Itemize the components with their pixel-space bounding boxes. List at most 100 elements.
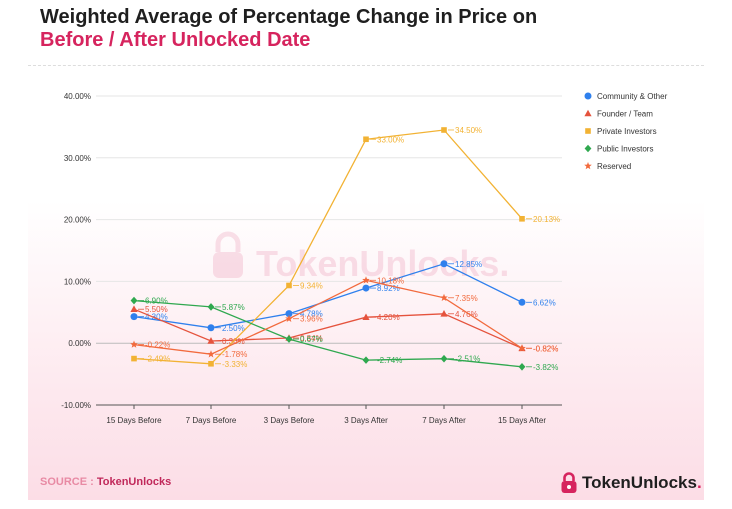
data-label: 33.00%	[377, 135, 404, 144]
data-point	[130, 305, 138, 313]
legend-label: Reserved	[597, 162, 631, 171]
y-tick-label: 0.00%	[68, 339, 91, 348]
legend-item: Founder / Team	[584, 110, 653, 119]
data-label: -0.82%	[533, 344, 558, 353]
data-point	[440, 260, 448, 268]
source-name: TokenUnlocks	[96, 476, 172, 488]
data-label: -3.82%	[533, 363, 558, 372]
data-label: 34.50%	[455, 126, 482, 135]
legend: Community & Other Founder / Team Private I…	[584, 92, 668, 171]
data-label: 7.35%	[455, 294, 478, 303]
data-point	[130, 340, 138, 348]
data-label: 6.90%	[145, 297, 168, 306]
data-label: -2.51%	[455, 355, 480, 364]
data-label: 6.62%	[533, 298, 556, 307]
x-tick-label: 7 Days Before	[186, 416, 237, 425]
x-tick-label: 15 Days Before	[106, 416, 162, 425]
data-point	[286, 282, 292, 289]
data-point	[285, 335, 293, 343]
series-private-investors: -2.49% -3.33% 9.34% 33.00% 34.50% 20.13%	[131, 126, 560, 369]
x-tick-label: 7 Days After	[422, 416, 466, 425]
series-public-investors: 6.90% 5.87% 0.67% -2.74% -2.51% -3.82%	[130, 296, 558, 372]
legend-marker	[584, 162, 592, 170]
data-label: 4.78%	[300, 310, 323, 319]
data-label: 0.84%	[300, 334, 323, 343]
data-point	[518, 298, 526, 306]
data-point	[440, 354, 448, 363]
data-point	[440, 293, 448, 302]
y-tick-label: 40.00%	[64, 92, 91, 101]
source-note: SOURCE : TokenUnlocks	[40, 476, 171, 488]
data-label: -2.74%	[377, 356, 402, 365]
legend-marker	[584, 109, 592, 117]
data-label: -0.82%	[533, 344, 558, 353]
chart-title-line1: Weighted Average of Percentage Change in…	[40, 6, 538, 28]
data-point	[362, 284, 370, 292]
legend-marker	[584, 92, 592, 100]
data-point	[208, 360, 214, 367]
data-label: -3.33%	[222, 360, 247, 369]
data-point	[130, 313, 138, 321]
legend-label: Founder / Team	[597, 110, 653, 119]
data-label: -2.49%	[145, 355, 170, 364]
x-tick-label: 3 Days Before	[264, 416, 315, 425]
data-label: -1.78%	[222, 350, 247, 359]
watermark: TokenUnlocks.	[213, 231, 509, 284]
background-gradient	[28, 200, 704, 500]
logo-wordmark: TokenUnlocks.	[582, 473, 702, 493]
logo-dot: .	[696, 473, 702, 492]
series-line	[133, 129, 523, 365]
data-label: 5.87%	[222, 303, 245, 312]
data-point	[518, 363, 526, 371]
data-point	[362, 356, 370, 364]
data-point	[440, 309, 448, 317]
y-tick-label: 10.00%	[64, 277, 91, 286]
legend-label: Community & Other	[597, 92, 668, 101]
watermark-lock-icon	[213, 231, 243, 278]
legend-label: Public Investors	[597, 145, 653, 154]
logo-text: TokenUnlocks	[582, 473, 697, 492]
watermark-text: TokenUnlocks.	[256, 243, 509, 284]
data-point	[207, 303, 215, 311]
data-label: 4.20%	[377, 313, 400, 322]
data-label: 9.34%	[300, 281, 323, 290]
footer-logo: TokenUnlocks.	[560, 470, 702, 496]
legend-item: Private Investors	[585, 127, 657, 136]
data-label: 8.92%	[377, 284, 400, 293]
series-line	[133, 279, 523, 355]
data-point	[207, 324, 215, 332]
x-tick-label: 3 Days After	[344, 416, 388, 425]
legend-marker	[585, 128, 591, 134]
series-founder-team: 5.50%0.36% 0.84%4.20% 4.76%-0.82%	[130, 305, 558, 353]
header-divider	[28, 65, 704, 66]
legend-label: Private Investors	[597, 127, 657, 136]
legend-item: Community & Other	[584, 92, 668, 101]
x-tick-label: 15 Days After	[498, 416, 546, 425]
data-label: 3.96%	[300, 315, 323, 324]
data-point	[130, 296, 138, 305]
data-label: 4.76%	[455, 310, 478, 319]
data-label: 4.30%	[145, 313, 168, 322]
data-label: 20.13%	[533, 215, 560, 224]
lock-icon	[561, 472, 577, 493]
data-point	[207, 350, 215, 358]
data-label: 0.67%	[300, 335, 323, 344]
series-line	[133, 263, 523, 329]
data-label: 12.85%	[455, 260, 482, 269]
series-reserved: -0.22% -1.78% 3.96% 10.18% 7.35% -0.82%	[130, 276, 558, 359]
chart-title-line2: Before / After Unlocked Date	[40, 29, 311, 51]
legend-item: Public Investors	[584, 145, 653, 154]
data-point	[441, 127, 447, 133]
data-point	[285, 314, 293, 322]
data-point	[362, 276, 370, 284]
data-point	[518, 344, 526, 352]
data-point	[285, 310, 293, 318]
data-label: -0.22%	[145, 341, 170, 350]
legend-item: Reserved	[584, 162, 631, 171]
data-label: 2.50%	[222, 324, 245, 333]
source-label: SOURCE :	[40, 476, 97, 488]
series-line	[133, 299, 523, 368]
data-label: 5.50%	[145, 305, 168, 314]
y-tick-label: 20.00%	[64, 216, 91, 225]
